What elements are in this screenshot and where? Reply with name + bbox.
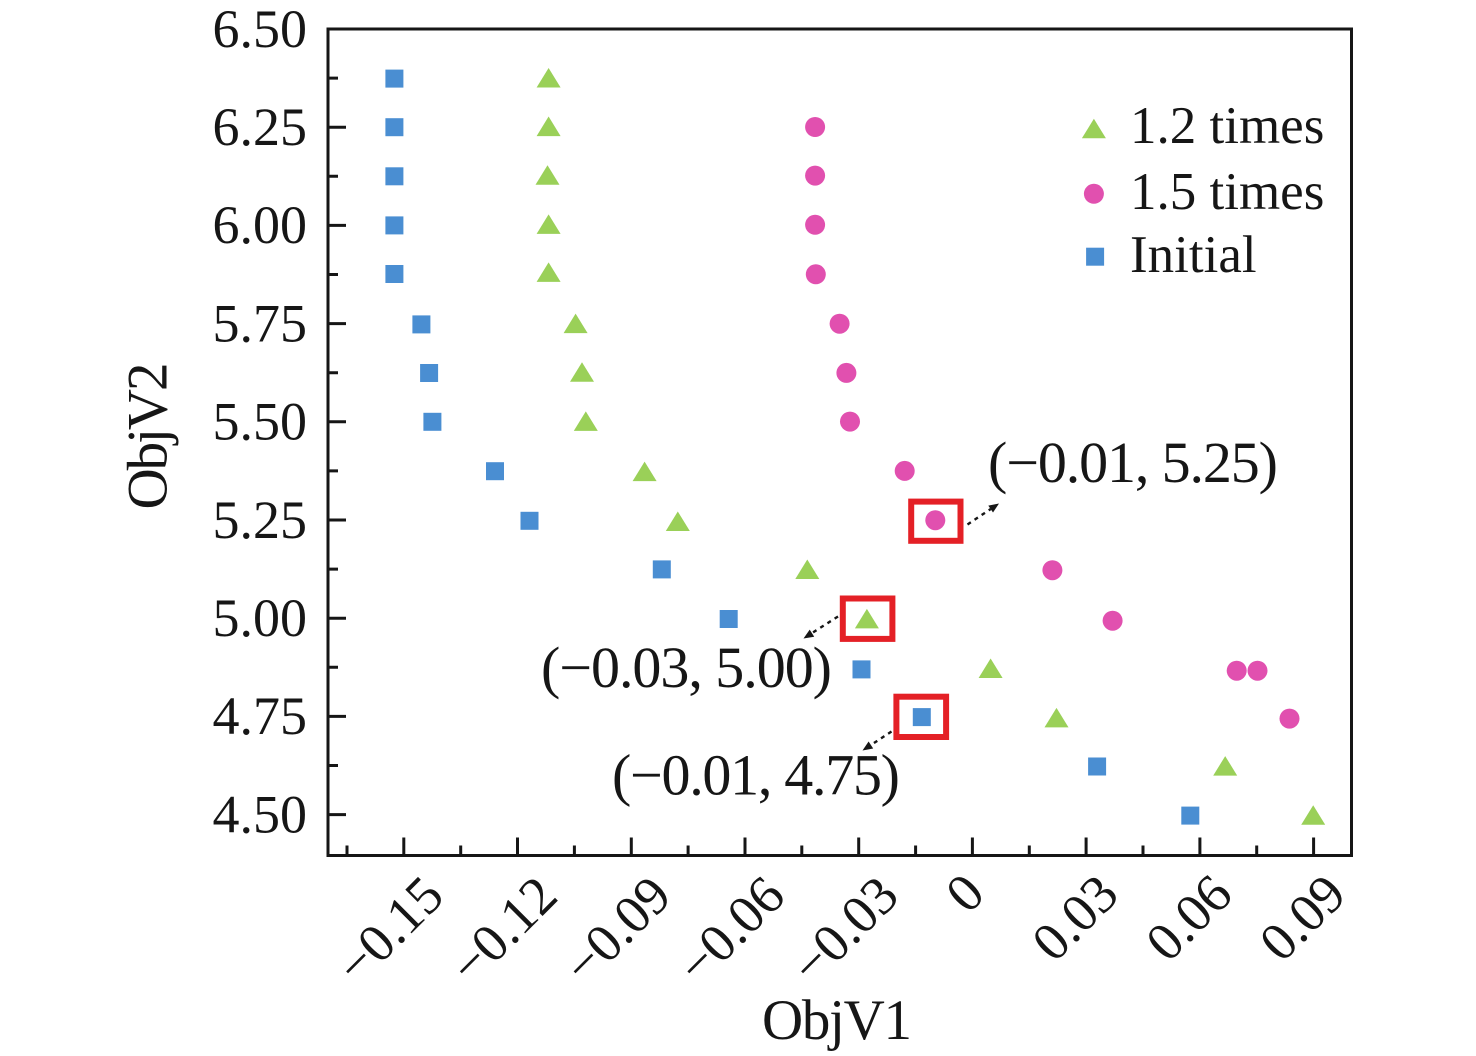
- svg-text:4.50: 4.50: [213, 784, 308, 844]
- svg-text:−0.03: −0.03: [779, 865, 910, 996]
- svg-text:0.09: 0.09: [1248, 863, 1357, 972]
- svg-text:(−0.01, 4.75): (−0.01, 4.75): [612, 743, 900, 808]
- svg-text:(−0.03, 5.00): (−0.03, 5.00): [541, 635, 832, 700]
- svg-text:5.25: 5.25: [213, 490, 308, 550]
- svg-text:−0.15: −0.15: [324, 865, 455, 996]
- svg-text:(−0.01, 5.25): (−0.01, 5.25): [988, 430, 1278, 495]
- svg-text:ObjV1: ObjV1: [762, 989, 912, 1052]
- svg-text:1.2 times: 1.2 times: [1130, 97, 1324, 155]
- svg-text:0.03: 0.03: [1020, 863, 1129, 972]
- svg-text:−0.09: −0.09: [551, 865, 682, 996]
- svg-text:Initial: Initial: [1130, 226, 1257, 284]
- svg-text:0: 0: [934, 862, 996, 924]
- svg-text:4.75: 4.75: [213, 686, 308, 746]
- svg-text:5.00: 5.00: [213, 588, 308, 648]
- svg-text:−0.06: −0.06: [665, 865, 796, 996]
- svg-text:5.75: 5.75: [213, 293, 308, 353]
- svg-text:−0.12: −0.12: [438, 865, 569, 996]
- svg-text:6.50: 6.50: [213, 0, 308, 59]
- svg-text:ObjV2: ObjV2: [117, 363, 180, 510]
- svg-text:1.5 times: 1.5 times: [1130, 163, 1324, 221]
- svg-text:0.06: 0.06: [1134, 863, 1243, 972]
- svg-text:6.25: 6.25: [213, 97, 308, 157]
- svg-text:5.50: 5.50: [213, 392, 308, 452]
- svg-text:6.00: 6.00: [213, 195, 308, 255]
